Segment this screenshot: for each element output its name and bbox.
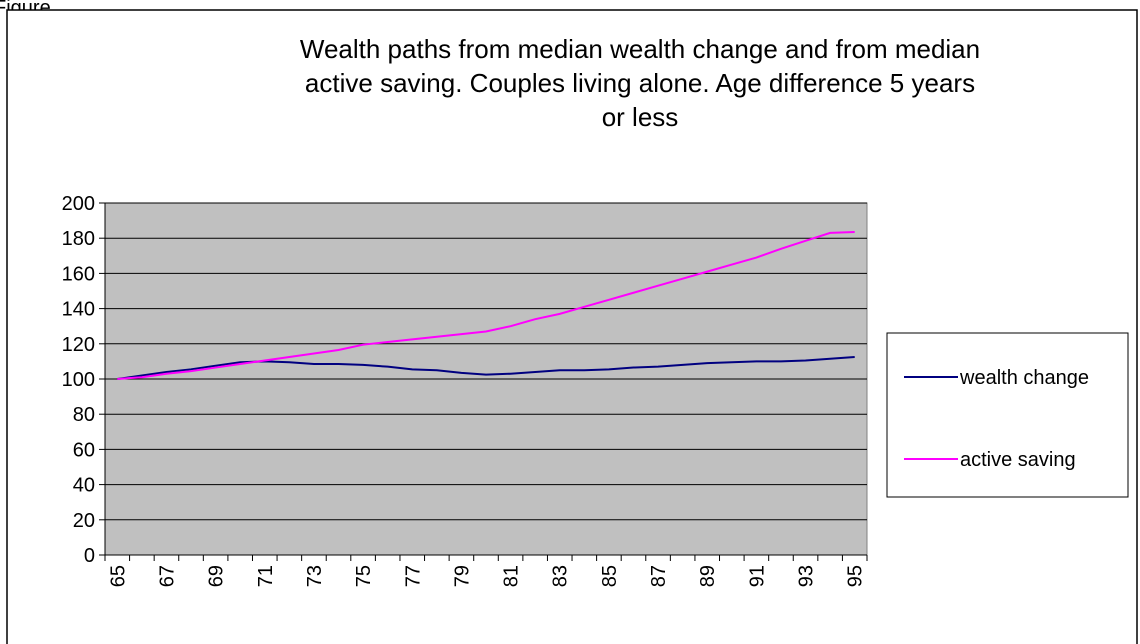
y-tick-label: 120 [62, 334, 95, 356]
chart-title: or less [602, 102, 679, 132]
x-tick-label: 73 [304, 565, 326, 587]
y-tick-label: 100 [62, 369, 95, 391]
x-tick-label: 89 [697, 565, 719, 587]
x-tick-label: 77 [402, 565, 424, 587]
y-tick-label: 180 [62, 228, 95, 250]
series-line [117, 231, 855, 380]
chart-title: Wealth paths from median wealth change a… [300, 34, 980, 64]
y-tick-label: 200 [62, 193, 95, 215]
x-tick-label: 85 [599, 565, 621, 587]
x-tick-label: 87 [648, 565, 670, 587]
x-tick-label: 75 [353, 565, 375, 587]
legend-box [886, 332, 1129, 498]
x-tick-label: 91 [746, 565, 768, 587]
x-tick-label: 83 [550, 565, 572, 587]
legend-label: active saving [960, 449, 1076, 471]
series-line [117, 356, 855, 380]
y-tick-label: 60 [73, 439, 95, 461]
x-tick-label: 95 [845, 565, 867, 587]
y-tick-label: 80 [73, 404, 95, 426]
x-tick-label: 79 [451, 565, 473, 587]
x-tick-label: 65 [107, 565, 129, 587]
x-tick-label: 67 [156, 565, 178, 587]
chart-title: active saving. Couples living alone. Age… [305, 68, 975, 98]
y-tick-label: 160 [62, 263, 95, 285]
y-tick-label: 140 [62, 299, 95, 321]
x-tick-label: 81 [501, 565, 523, 587]
legend-label: wealth change [959, 367, 1089, 389]
x-tick-label: 69 [206, 565, 228, 587]
y-tick-label: 40 [73, 475, 95, 497]
x-tick-label: 93 [796, 565, 818, 587]
y-tick-label: 0 [84, 545, 95, 567]
x-tick-label: 71 [255, 565, 277, 587]
y-tick-label: 20 [73, 510, 95, 532]
